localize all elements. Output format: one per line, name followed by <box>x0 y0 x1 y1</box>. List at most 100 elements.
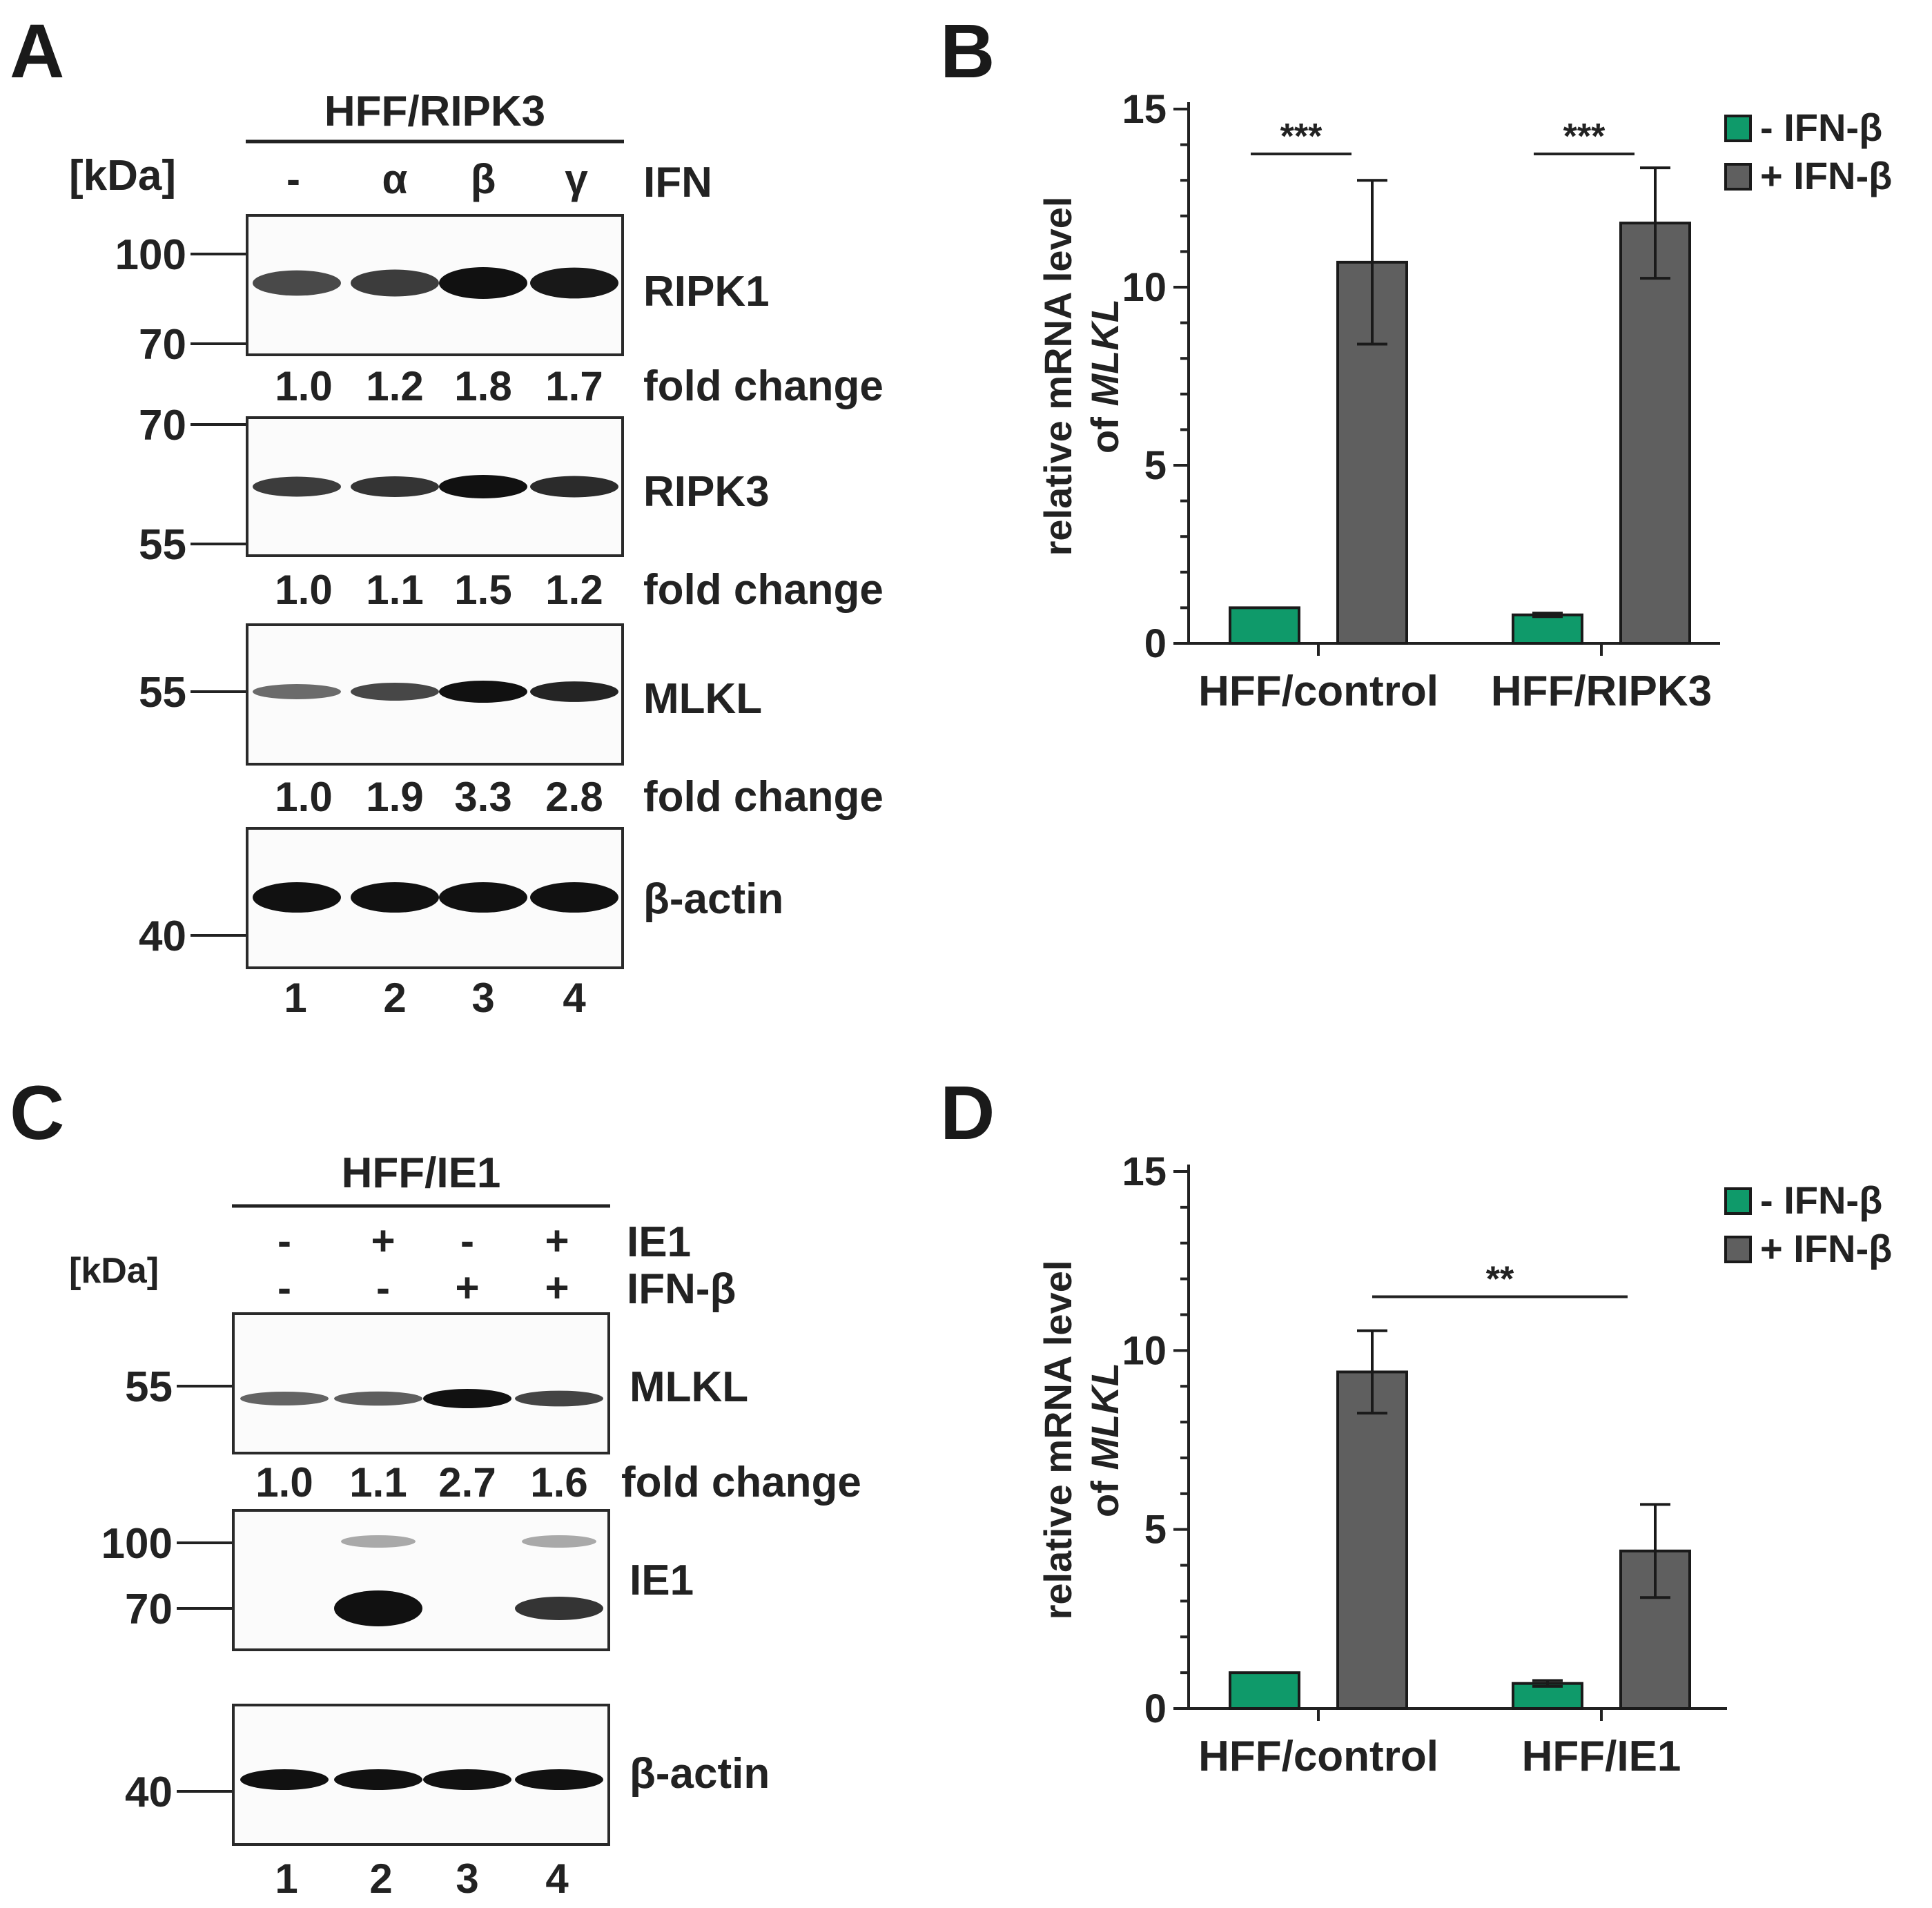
blot-band <box>351 683 439 701</box>
y-tick-label: 15 <box>1122 87 1167 132</box>
lane-number: 1 <box>275 1856 297 1902</box>
blot-label-mlkl: MLKL <box>643 675 762 723</box>
panel-a: A HFF/RIPK3 [kDa] - α β γ IFN 100 70 RIP… <box>10 9 884 1021</box>
fold-value: 1.1 <box>349 1459 407 1506</box>
y-tick-label: 10 <box>1122 265 1167 310</box>
blot-ripk1-bands <box>253 267 618 299</box>
legend-label: - IFN-β <box>1760 106 1882 149</box>
mw-marker: 70 <box>139 321 186 369</box>
blot-band <box>334 1590 422 1626</box>
mw-marker: 55 <box>125 1363 173 1411</box>
fold-value: 1.0 <box>255 1459 313 1506</box>
fold-value: 2.8 <box>545 774 603 820</box>
significance-label: ** <box>1486 1260 1514 1300</box>
y-tick-label: 5 <box>1144 443 1167 488</box>
panel-a-treatment: - <box>286 156 300 202</box>
blot-band <box>530 476 618 498</box>
legend-label: - IFN-β <box>1760 1178 1882 1222</box>
y-tick-label: 15 <box>1122 1149 1167 1194</box>
fold-change-label: fold change <box>621 1459 861 1506</box>
ifn-sign: - <box>277 1265 291 1311</box>
mw-marker: 70 <box>125 1586 173 1633</box>
bar <box>1229 606 1300 645</box>
mw-marker: 40 <box>125 1769 173 1816</box>
lane-number: 4 <box>563 975 586 1021</box>
blot-band <box>515 1769 603 1790</box>
fold-change-label: fold change <box>643 362 884 410</box>
ie1-sign: - <box>460 1218 474 1264</box>
blot-band <box>515 1597 603 1620</box>
blot-band <box>439 267 527 299</box>
mw-marker: 40 <box>139 913 186 960</box>
blot-band <box>334 1769 422 1790</box>
legend-swatch <box>1724 1187 1752 1215</box>
blot-c-ie1-bands <box>334 1535 603 1626</box>
blot-band <box>423 1389 511 1408</box>
lane-number: 2 <box>383 975 406 1021</box>
blot-band <box>423 1769 511 1790</box>
blot-band <box>351 882 439 913</box>
bar <box>1512 613 1583 645</box>
lane-number: 4 <box>545 1856 569 1902</box>
fold-value: 2.7 <box>438 1459 496 1506</box>
fold-value: 1.1 <box>366 567 423 613</box>
legend-swatch <box>1724 163 1752 191</box>
fold-value: 1.0 <box>275 774 332 820</box>
panel-d: D 0 5 10 15 relative mRNA level of MLKL HFF/co… <box>940 1071 1892 1780</box>
lane-number: 1 <box>284 975 306 1021</box>
panel-a-treatment: α <box>382 156 408 202</box>
blot-beta-actin-bands <box>253 882 618 913</box>
blot-band <box>351 269 439 297</box>
y-axis-title: relative mRNA level <box>1036 1260 1080 1620</box>
panel-letter-d: D <box>940 1071 995 1156</box>
blot-band <box>253 270 341 296</box>
fold-change-label: fold change <box>643 773 884 821</box>
panel-b: B 0 5 10 15 relative mRNA level of MLKL HFF/co… <box>940 9 1892 715</box>
x-category-label: HFF/RIPK3 <box>1491 668 1712 715</box>
lane-number: 3 <box>456 1856 478 1902</box>
y-tick-label: 0 <box>1144 621 1167 666</box>
blot-c-beta-actin-bands <box>240 1769 603 1790</box>
blot-label-ripk3: RIPK3 <box>643 468 770 516</box>
fold-value: 1.2 <box>366 363 423 409</box>
chart-b: 0 5 10 15 relative mRNA level of MLKL HFF/cont… <box>1036 87 1892 715</box>
panel-letter-a: A <box>10 9 64 94</box>
bar <box>1336 1370 1408 1711</box>
panel-letter-c: C <box>10 1071 64 1156</box>
blot-band <box>530 882 618 913</box>
fold-value: 1.0 <box>275 567 332 613</box>
y-tick-label: 5 <box>1144 1508 1167 1552</box>
lane-number: 3 <box>471 975 494 1021</box>
y-tick-label: 0 <box>1144 1686 1167 1731</box>
y-tick-label: 10 <box>1122 1328 1167 1373</box>
blot-band <box>334 1391 422 1406</box>
panel-a-treatment-label: IFN <box>643 159 712 206</box>
blot-band <box>515 1390 603 1407</box>
significance-label: *** <box>1563 117 1606 157</box>
blot-band <box>240 1769 329 1790</box>
ie1-sign: - <box>277 1218 291 1264</box>
ie1-sign: + <box>545 1218 569 1264</box>
panel-c-cell-line: HFF/IE1 <box>342 1149 501 1197</box>
legend-swatch <box>1724 115 1752 142</box>
ifn-sign: + <box>455 1265 479 1311</box>
blot-band <box>439 681 527 703</box>
blot-band <box>522 1535 596 1548</box>
row-label-ie1: IE1 <box>627 1218 691 1266</box>
blot-band <box>439 882 527 913</box>
x-category-label: HFF/IE1 <box>1522 1733 1681 1780</box>
panel-letter-b: B <box>940 9 995 94</box>
blot-band <box>341 1535 416 1548</box>
panel-c-kda-label: [kDa] <box>69 1251 159 1291</box>
fold-change-label: fold change <box>643 566 884 614</box>
y-axis-title-line2: of MLKL <box>1083 299 1126 454</box>
ifn-sign: - <box>376 1265 390 1311</box>
bar <box>1619 222 1691 645</box>
blot-ripk3-bands <box>253 475 618 498</box>
blot-label-c-beta-actin: β-actin <box>630 1750 770 1798</box>
blot-band <box>530 267 618 299</box>
mw-marker: 55 <box>139 521 186 569</box>
panel-a-kda-label: [kDa] <box>69 152 176 199</box>
blot-band <box>439 475 527 498</box>
